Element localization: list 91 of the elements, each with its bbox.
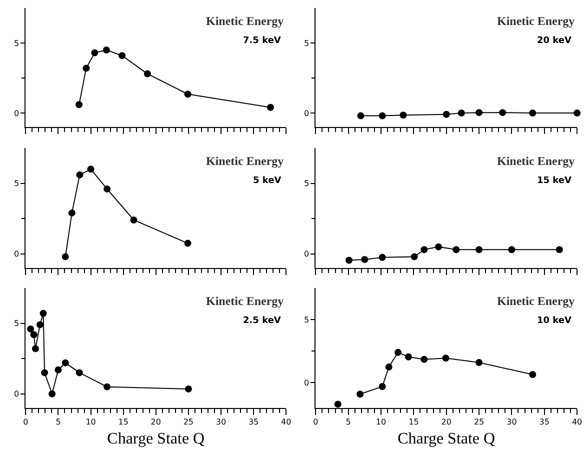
x-tick-label: 10 <box>376 418 386 427</box>
point <box>394 348 402 356</box>
point <box>356 390 364 398</box>
x-axis-title: Charge State Q <box>107 430 206 448</box>
point <box>104 383 111 390</box>
point <box>346 256 352 264</box>
point <box>62 359 69 366</box>
point <box>27 325 34 332</box>
text: 10 keV <box>537 316 572 326</box>
text: Kinetic Energy <box>497 294 575 308</box>
x-tick-label: 30 <box>506 418 517 427</box>
point <box>144 70 151 78</box>
text: Kinetic Energy <box>206 154 284 168</box>
point <box>130 216 138 224</box>
x-tick-label: 5 <box>56 418 61 427</box>
x-tick-label: 15 <box>118 418 128 427</box>
x-tick-label: 35 <box>539 418 550 427</box>
x-tick-label: 35 <box>248 418 259 427</box>
point <box>420 356 428 363</box>
text: 15 keV <box>537 176 572 186</box>
text: Kinetic Energy <box>206 294 284 308</box>
point <box>334 400 342 408</box>
point <box>435 243 442 250</box>
text: Kinetic Energy <box>497 154 575 168</box>
y-tick-label: 0 <box>14 390 20 399</box>
y-tick-label: 5 <box>304 315 310 324</box>
point <box>378 254 386 261</box>
text: 5 keV <box>253 176 282 186</box>
point <box>40 310 47 317</box>
point <box>508 246 516 254</box>
text: Kinetic Energy <box>497 14 575 28</box>
point <box>266 104 274 111</box>
text: Kinetic Energy <box>206 14 284 28</box>
point <box>76 369 83 376</box>
point <box>76 171 84 178</box>
text: 7.5 keV <box>243 36 281 46</box>
point <box>54 366 62 374</box>
point <box>452 246 460 254</box>
point <box>404 353 412 360</box>
point <box>91 49 98 56</box>
x-tick-label: 0 <box>23 418 28 427</box>
point <box>62 253 69 260</box>
point <box>184 240 192 247</box>
y-tick-label: 0 <box>14 108 20 118</box>
x-tick-label: 15 <box>408 418 419 427</box>
point <box>529 371 536 378</box>
y-tick-label: 0 <box>304 378 310 388</box>
x-tick-label: 10 <box>86 418 96 427</box>
x-tick-label: 25 <box>474 418 484 427</box>
x-tick-label: 20 <box>441 418 452 427</box>
point <box>385 363 392 370</box>
point <box>82 64 90 72</box>
y-tick-label: 0 <box>304 250 310 259</box>
point <box>420 246 428 254</box>
x-tick-label: 20 <box>150 418 161 427</box>
point <box>76 101 83 108</box>
y-tick-label: 5 <box>304 38 310 48</box>
point <box>87 166 94 173</box>
point <box>41 369 48 376</box>
y-tick-label: 0 <box>14 250 20 259</box>
y-tick-label: 5 <box>304 179 310 188</box>
point <box>378 383 386 390</box>
y-tick-label: 5 <box>14 319 20 328</box>
point <box>184 385 192 392</box>
point <box>184 90 192 98</box>
point <box>30 331 38 338</box>
point <box>476 246 483 254</box>
text: 2.5 keV <box>243 316 281 326</box>
point <box>361 256 368 264</box>
x-tick-label: 25 <box>183 418 194 427</box>
point <box>68 209 76 216</box>
point <box>410 253 418 260</box>
point <box>48 390 56 398</box>
point <box>102 46 110 54</box>
point <box>442 354 450 362</box>
x-tick-label: 40 <box>280 418 292 427</box>
x-tick-label: 40 <box>572 418 582 427</box>
x-axis-title: Charge State Q <box>398 430 496 448</box>
x-tick-label: 5 <box>346 418 351 427</box>
point <box>556 246 563 254</box>
y-tick-label: 5 <box>14 179 20 188</box>
point <box>32 345 39 352</box>
point <box>476 359 483 366</box>
point <box>104 185 111 192</box>
y-tick-label: 0 <box>304 108 310 118</box>
y-tick-label: 5 <box>14 38 20 48</box>
x-tick-label: 0 <box>313 418 318 427</box>
x-tick-label: 30 <box>216 418 226 427</box>
point <box>118 52 126 60</box>
point <box>36 321 44 328</box>
text: 20 keV <box>537 36 572 46</box>
